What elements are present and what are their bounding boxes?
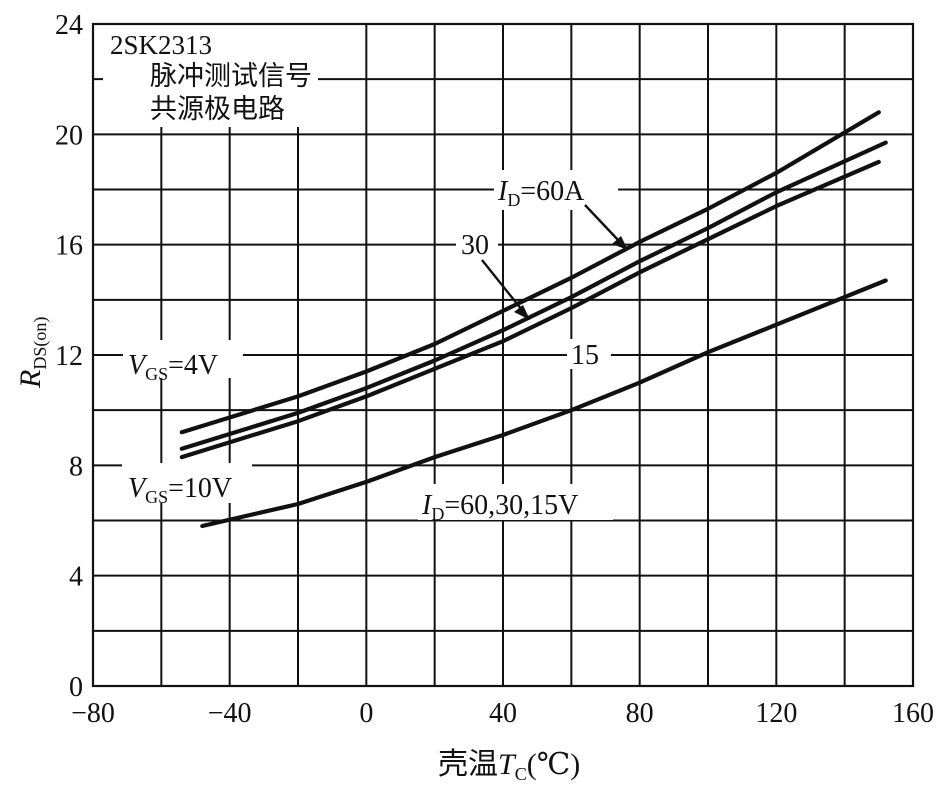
vgs4-mask: [123, 340, 243, 378]
x-tick-label: 40: [489, 698, 517, 729]
x-tick-label: 0: [359, 698, 373, 729]
series-line-1: [179, 110, 881, 435]
plot-frame: [91, 22, 915, 688]
x-tick-label: 160: [892, 698, 934, 729]
id15-mask: [567, 339, 611, 369]
idall-mask: [418, 484, 613, 520]
arrow-id30-line: [481, 259, 523, 311]
annotation-id-15: 15: [571, 340, 599, 371]
id30-mask: [456, 229, 498, 259]
y-tick-label: 8: [69, 451, 83, 482]
annotation-vgs-10v: VGS=10V: [128, 473, 232, 507]
arrow-id60-line: [584, 204, 620, 242]
arrow-id30-head: [514, 305, 530, 320]
annotation-arrows: [481, 204, 628, 320]
y-tick-label: 4: [69, 562, 83, 593]
note-mask: [103, 25, 318, 127]
y-tick-label: 20: [55, 120, 83, 151]
note-line-3: 共源极电路: [150, 94, 285, 124]
note-line-2: 脉冲测试信号: [150, 61, 312, 91]
x-tick-label: 80: [626, 698, 654, 729]
series-lines: [179, 110, 888, 529]
y-axis-title: RDS(on): [14, 317, 51, 389]
x-tick-label: 120: [755, 698, 797, 729]
annotation-vgs-4v: VGS=4V: [128, 350, 218, 384]
series-line-4: [200, 278, 888, 529]
y-tick-label: 24: [55, 10, 83, 41]
x-axis-title: 壳温TC(℃): [438, 748, 580, 784]
y-tick-label: 12: [55, 341, 83, 372]
tick-labels: −80 −40 0 40 80 120 160 0 4 8 12 16 20 24: [55, 10, 934, 729]
x-tick-label: −80: [71, 698, 115, 729]
label-masks: [103, 25, 618, 520]
y-tick-label: 0: [69, 672, 83, 703]
note-block: 2SK2313 脉冲测试信号 共源极电路: [110, 30, 312, 124]
series-line-2: [179, 140, 888, 451]
y-tick-label: 16: [55, 231, 83, 262]
id60-mask: [494, 170, 618, 210]
annotation-id-30: 30: [461, 230, 489, 261]
vgs10-mask: [122, 463, 252, 503]
note-line-1: 2SK2313: [110, 30, 212, 60]
annotation-id-all: ID=60,30,15V: [421, 490, 578, 524]
grid-lines: [93, 24, 913, 686]
arrow-id60-head: [612, 236, 628, 250]
annotation-id-60a: ID=60A: [497, 176, 585, 210]
x-tick-label: −40: [208, 698, 252, 729]
series-line-3: [179, 159, 881, 460]
